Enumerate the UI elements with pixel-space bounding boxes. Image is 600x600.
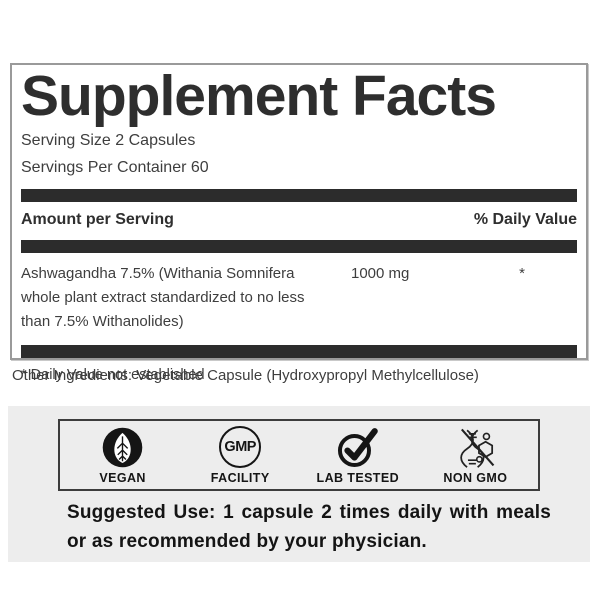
daily-value-footnote: * Daily Value not established [21,367,205,384]
other-ingredients-line: Other Ingredients: Vegetable Capsule (Hy… [12,367,479,384]
ingredient-name: Ashwagandha 7.5% (Withania Somnifera who… [21,265,305,331]
badge-lab-tested: LAB TESTED [303,425,413,485]
badge-gmp-label: FACILITY [210,471,270,485]
panel-title: Supplement Facts [21,64,497,128]
ingredient-amount: 1000 mg [351,265,410,283]
daily-value-header: % Daily Value [473,211,577,229]
serving-size-line: Serving Size 2 Capsules [21,132,196,150]
badge-lab-tested-label: LAB TESTED [316,471,400,485]
badge-vegan: VEGAN [68,425,178,485]
servings-per-container-line: Servings Per Container 60 [21,158,209,176]
divider-bar-bottom [21,345,577,359]
badge-gmp-facility: GMP FACILITY [185,425,295,485]
supplement-facts-panel: Supplement Facts Serving Size 2 Capsules… [10,63,588,383]
gmp-icon-text: GMP [224,439,256,455]
facts-header-row: Amount per Serving % Daily Value [21,211,577,229]
certification-badge-box: VEGAN GMP FACILITY LAB TESTED [58,419,540,491]
suggested-use-text: Suggested Use: 1 capsule 2 times daily w… [67,502,551,553]
ingredient-daily-value: * [519,265,525,283]
dna-crossed-icon [453,425,497,469]
ingredient-row: Ashwagandha 7.5% (Withania Somnifera who… [21,262,577,334]
divider-bar-middle [21,240,577,254]
badge-non-gmo-label: NON GMO [443,471,508,485]
badge-vegan-label: VEGAN [99,471,146,485]
amount-per-serving-header: Amount per Serving [21,211,174,229]
badge-non-gmo: NON GMO [420,425,530,485]
vegan-leaf-icon [101,425,144,469]
gmp-circle-icon: GMP [219,425,262,469]
divider-bar-top [21,189,577,203]
check-circle-icon [335,425,381,469]
bottom-info-section: VEGAN GMP FACILITY LAB TESTED [8,406,590,562]
